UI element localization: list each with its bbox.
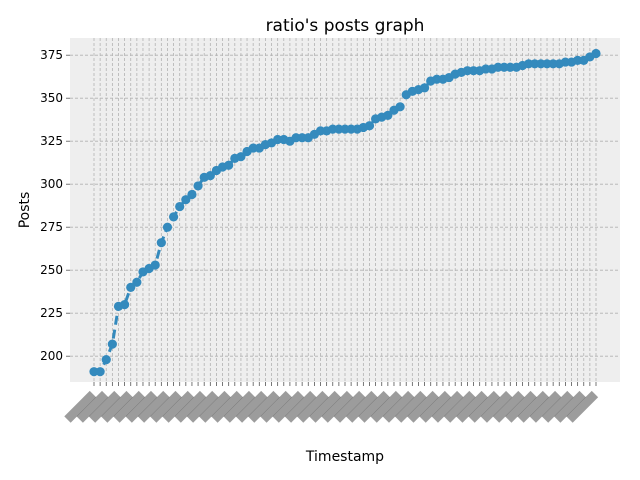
x-tick-label (419, 390, 452, 423)
x-tick-label (333, 390, 366, 423)
x-tick-label (186, 390, 219, 423)
x-tick-label (382, 390, 415, 423)
y-axis-label: Posts (17, 192, 33, 229)
data-point (120, 300, 130, 310)
x-tick-label (505, 390, 537, 423)
y-tick-label: 250 (40, 263, 63, 277)
x-tick-label (517, 390, 550, 423)
data-point (181, 195, 191, 205)
data-point (187, 189, 197, 200)
x-tick-label (272, 390, 305, 423)
y-tick-label: 200 (40, 349, 63, 363)
x-tick-label (198, 390, 231, 423)
data-point (95, 367, 105, 377)
data-point (591, 48, 601, 59)
x-tick-label (125, 390, 158, 423)
x-tick-label (541, 390, 574, 423)
x-tick-label (394, 390, 427, 423)
series-marker-layer (89, 48, 601, 377)
x-tick-label (64, 390, 97, 423)
x-tick-label (223, 390, 256, 423)
y-tick-label: 275 (40, 220, 63, 234)
x-tick-label (76, 390, 109, 423)
y-tick-label: 325 (40, 134, 63, 148)
x-tick-label (321, 390, 354, 423)
data-point (364, 121, 375, 131)
data-point (205, 171, 215, 181)
y-tick-label: 350 (40, 91, 63, 105)
x-tick-label (101, 390, 133, 423)
x-tick-label (247, 390, 280, 423)
data-point (175, 201, 185, 212)
x-tick-label (345, 390, 378, 423)
x-tick-label (235, 390, 268, 423)
x-tick-label (137, 390, 170, 423)
data-point (419, 83, 430, 93)
x-axis-ticks (64, 382, 599, 423)
x-tick-label (456, 390, 488, 423)
y-tick-label: 225 (40, 306, 63, 320)
x-tick-label (358, 390, 390, 423)
data-point (224, 160, 234, 170)
data-point (132, 277, 142, 287)
data-point (156, 238, 166, 248)
data-point (395, 102, 405, 112)
data-point (150, 260, 160, 270)
x-tick-label (431, 390, 464, 423)
x-tick-label (162, 390, 195, 423)
y-tick-label: 375 (40, 48, 63, 62)
x-tick-label (88, 390, 121, 423)
x-tick-label (260, 390, 293, 423)
x-tick-label (566, 390, 599, 423)
data-point (126, 282, 136, 292)
x-tick-label (480, 390, 513, 423)
data-point (236, 152, 246, 162)
x-tick-label (492, 390, 525, 423)
x-tick-label (174, 390, 207, 423)
data-point (162, 222, 173, 232)
y-axis-ticks: 200 225 250 275 300 325 350 375 (40, 48, 70, 363)
data-point (107, 339, 117, 349)
x-tick-label (113, 390, 146, 423)
x-tick-label (468, 390, 501, 423)
data-point (101, 355, 111, 365)
data-point (168, 212, 179, 222)
x-axis-label: Timestamp (305, 449, 384, 465)
x-tick-label (284, 390, 317, 423)
x-tick-label (529, 390, 562, 423)
x-tick-label (309, 390, 341, 423)
chart-title: ratio's posts graph (266, 16, 425, 36)
x-tick-label (150, 390, 182, 423)
y-tick-label: 300 (40, 177, 63, 191)
x-tick-label (370, 390, 403, 423)
x-tick-label (443, 390, 476, 423)
x-tick-label (407, 390, 439, 423)
x-tick-label (554, 390, 586, 423)
x-tick-label (211, 390, 244, 423)
data-point (383, 110, 393, 120)
x-tick-label (296, 390, 329, 423)
data-point (193, 181, 203, 191)
